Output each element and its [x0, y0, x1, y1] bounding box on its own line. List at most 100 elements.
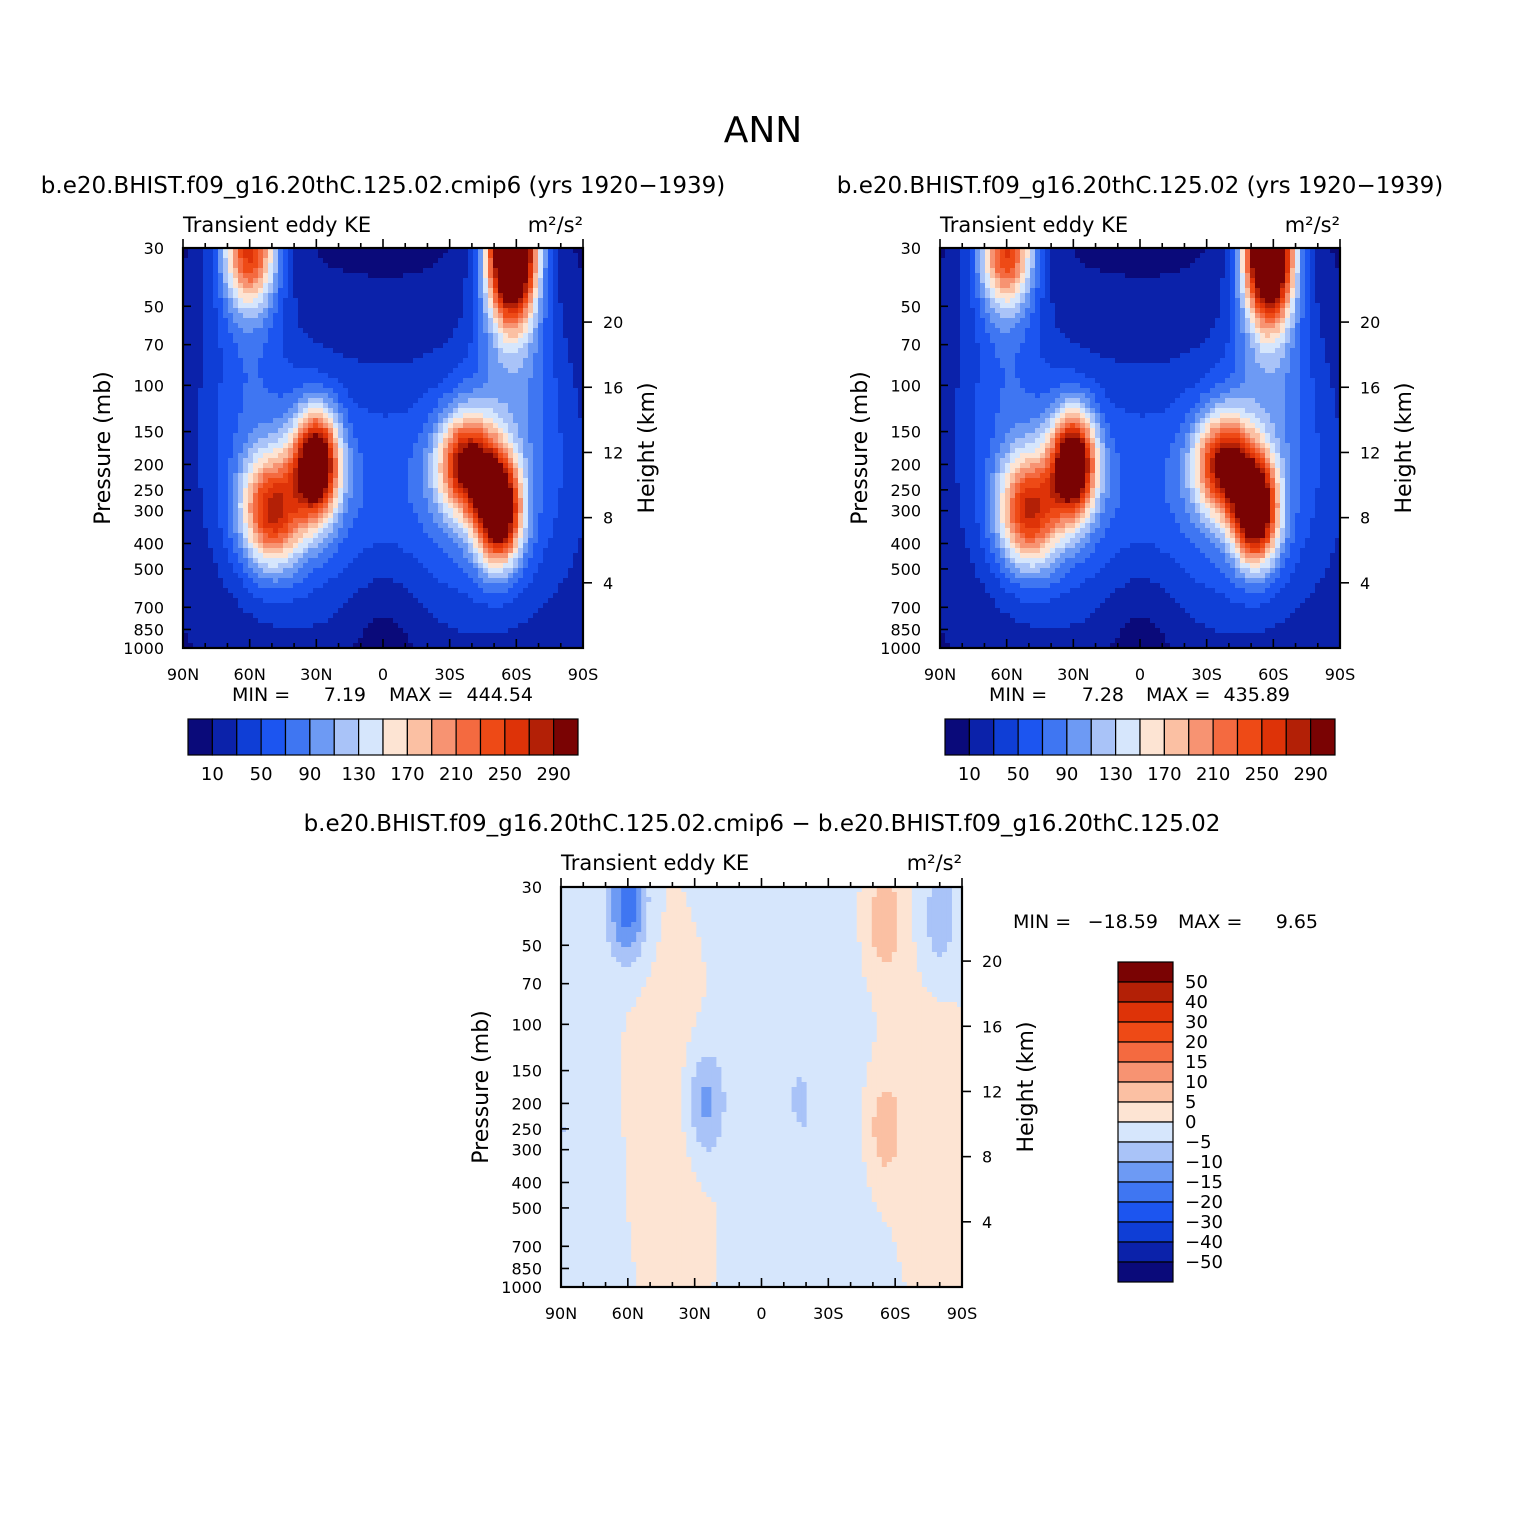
contour-cell: [198, 373, 204, 379]
contour-cell: [383, 368, 389, 374]
contour-cell: [378, 448, 384, 454]
contour-cell: [458, 448, 464, 454]
contour-cell: [353, 393, 359, 399]
contour-cell: [348, 498, 354, 504]
contour-cell: [208, 328, 214, 334]
contour-cell: [418, 383, 424, 389]
contour-cell: [393, 363, 399, 369]
contour-cell: [238, 528, 244, 534]
contour-cell: [448, 453, 454, 459]
contour-cell: [298, 263, 304, 269]
contour-cell: [558, 498, 564, 504]
contour-cell: [533, 493, 539, 499]
contour-cell: [498, 538, 504, 544]
contour-cell: [463, 333, 469, 339]
contour-cell: [248, 418, 254, 424]
contour-cell: [423, 368, 429, 374]
contour-cell: [568, 278, 574, 284]
contour-cell: [218, 538, 224, 544]
contour-cell: [473, 478, 479, 484]
contour-cell: [398, 553, 404, 559]
contour-cell: [393, 478, 399, 484]
contour-cell: [298, 318, 304, 324]
contour-cell: [268, 323, 274, 329]
contour-cell: [353, 273, 359, 279]
contour-cell: [428, 258, 434, 264]
contour-cell: [348, 403, 354, 409]
contour-cell: [398, 528, 404, 534]
contour-cell: [188, 473, 194, 479]
contour-cell: [213, 268, 219, 274]
contour-cell: [303, 328, 309, 334]
contour-cell: [353, 548, 359, 554]
contour-cell: [538, 503, 544, 509]
contour-cell: [488, 423, 494, 429]
contour-cell: [403, 293, 409, 299]
contour-cell: [328, 288, 334, 294]
contour-cell: [538, 353, 544, 359]
contour-cell: [208, 278, 214, 284]
contour-cell: [343, 403, 349, 409]
contour-cell: [313, 303, 319, 309]
contour-cell: [328, 308, 334, 314]
contour-cell: [368, 493, 374, 499]
contour-cell: [353, 413, 359, 419]
contour-cell: [498, 323, 504, 329]
contour-cell: [228, 473, 234, 479]
contour-cell: [533, 513, 539, 519]
contour-cell: [543, 348, 549, 354]
contour-cell: [268, 488, 274, 494]
contour-cell: [188, 543, 194, 549]
contour-cell: [428, 398, 434, 404]
contour-cell: [233, 508, 239, 514]
contour-cell: [438, 268, 444, 274]
contour-cell: [528, 318, 534, 324]
contour-cell: [288, 398, 294, 404]
contour-cell: [303, 503, 309, 509]
contour-cell: [513, 473, 519, 479]
contour-cell: [358, 338, 364, 344]
contour-cell: [343, 388, 349, 394]
contour-cell: [368, 453, 374, 459]
contour-cell: [468, 323, 474, 329]
contour-cell: [408, 323, 414, 329]
contour-cell: [243, 533, 249, 539]
contour-cell: [223, 323, 229, 329]
contour-cell: [483, 403, 489, 409]
contour-cell: [223, 443, 229, 449]
contour-cell: [483, 473, 489, 479]
contour-cell: [273, 353, 279, 359]
figure-title: ANN: [724, 110, 803, 151]
contour-cell: [338, 423, 344, 429]
contour-cell: [208, 323, 214, 329]
contour-cell: [518, 258, 524, 264]
contour-cell: [198, 413, 204, 419]
contour-cell: [438, 498, 444, 504]
contour-cell: [188, 463, 194, 469]
contour-cell: [418, 508, 424, 514]
contour-cell: [433, 483, 439, 489]
contour-cell: [508, 433, 514, 439]
contour-cell: [413, 423, 419, 429]
contour-cell: [493, 343, 499, 349]
contour-cell: [553, 303, 559, 309]
contour-cell: [378, 273, 384, 279]
contour-cell: [203, 513, 209, 519]
contour-cell: [213, 553, 219, 559]
contour-cell: [493, 273, 499, 279]
contour-cell: [288, 333, 294, 339]
contour-cell: [188, 503, 194, 509]
contour-cell: [248, 548, 254, 554]
contour-cell: [313, 273, 319, 279]
contour-cell: [543, 453, 549, 459]
contour-cell: [223, 388, 229, 394]
contour-cell: [433, 548, 439, 554]
contour-cell: [548, 283, 554, 289]
contour-cell: [283, 398, 289, 404]
contour-cell: [248, 263, 254, 269]
contour-cell: [213, 348, 219, 354]
contour-cell: [458, 463, 464, 469]
contour-cell: [498, 393, 504, 399]
contour-cell: [248, 258, 254, 264]
contour-cell: [518, 453, 524, 459]
